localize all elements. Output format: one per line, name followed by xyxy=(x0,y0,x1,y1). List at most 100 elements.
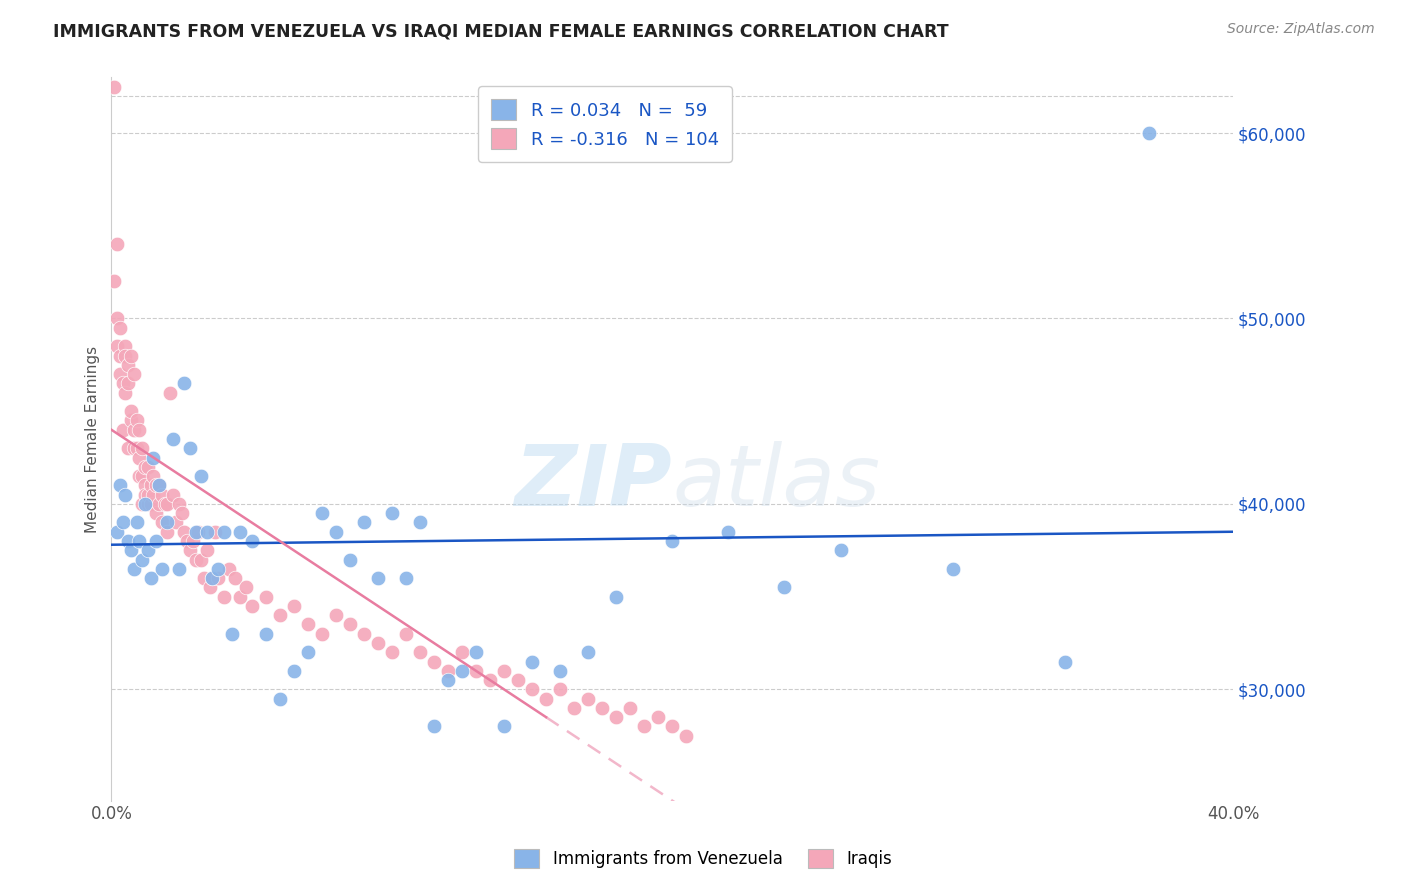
Point xyxy=(150,488,173,502)
Point xyxy=(117,358,139,372)
Point xyxy=(131,442,153,456)
Point xyxy=(201,571,224,585)
Point xyxy=(221,626,243,640)
Point xyxy=(451,664,474,678)
Point xyxy=(339,552,361,566)
Y-axis label: Median Female Earnings: Median Female Earnings xyxy=(86,345,100,533)
Point xyxy=(212,524,235,539)
Point xyxy=(269,608,291,623)
Point xyxy=(381,506,404,520)
Point xyxy=(162,432,184,446)
Point xyxy=(830,543,852,558)
Point xyxy=(117,376,139,391)
Point xyxy=(229,524,252,539)
Point xyxy=(254,590,277,604)
Point xyxy=(297,617,319,632)
Point xyxy=(548,682,571,697)
Point xyxy=(128,534,150,549)
Point xyxy=(173,524,195,539)
Point xyxy=(117,534,139,549)
Point xyxy=(1053,655,1076,669)
Point xyxy=(437,664,460,678)
Point xyxy=(212,590,235,604)
Point xyxy=(122,562,145,576)
Point xyxy=(117,442,139,456)
Point xyxy=(647,710,669,724)
Point xyxy=(235,580,257,594)
Point xyxy=(136,543,159,558)
Point xyxy=(156,524,179,539)
Point xyxy=(195,524,218,539)
Point xyxy=(224,571,246,585)
Point xyxy=(576,691,599,706)
Point xyxy=(103,79,125,94)
Point xyxy=(139,478,162,492)
Point xyxy=(181,534,204,549)
Point xyxy=(207,562,229,576)
Point xyxy=(103,274,125,288)
Point xyxy=(773,580,796,594)
Point xyxy=(179,442,201,456)
Point xyxy=(325,608,347,623)
Point xyxy=(339,617,361,632)
Legend: Immigrants from Venezuela, Iraqis: Immigrants from Venezuela, Iraqis xyxy=(508,842,898,875)
Point xyxy=(619,701,641,715)
Point xyxy=(105,524,128,539)
Point xyxy=(240,534,263,549)
Point xyxy=(105,237,128,252)
Point xyxy=(283,664,305,678)
Point xyxy=(942,562,965,576)
Point xyxy=(409,645,432,659)
Point xyxy=(187,524,209,539)
Point xyxy=(142,488,165,502)
Point xyxy=(120,413,142,427)
Point xyxy=(122,367,145,381)
Point xyxy=(204,524,226,539)
Point xyxy=(128,450,150,465)
Point xyxy=(108,367,131,381)
Point xyxy=(148,478,170,492)
Point xyxy=(159,385,181,400)
Point xyxy=(576,645,599,659)
Point xyxy=(283,599,305,613)
Point xyxy=(353,626,375,640)
Point xyxy=(156,516,179,530)
Point xyxy=(367,636,389,650)
Point xyxy=(190,552,212,566)
Point xyxy=(661,534,683,549)
Point xyxy=(125,413,148,427)
Point xyxy=(184,552,207,566)
Point xyxy=(131,469,153,483)
Point xyxy=(506,673,529,687)
Point xyxy=(150,562,173,576)
Point xyxy=(201,571,224,585)
Point xyxy=(492,664,515,678)
Point xyxy=(605,590,627,604)
Point xyxy=(165,516,187,530)
Point xyxy=(176,534,198,549)
Point xyxy=(479,673,502,687)
Point xyxy=(125,516,148,530)
Point xyxy=(195,543,218,558)
Point xyxy=(111,376,134,391)
Point xyxy=(548,664,571,678)
Point xyxy=(108,478,131,492)
Point xyxy=(136,459,159,474)
Point xyxy=(120,543,142,558)
Point xyxy=(395,571,418,585)
Point xyxy=(465,664,488,678)
Point xyxy=(193,571,215,585)
Point xyxy=(142,469,165,483)
Point xyxy=(122,423,145,437)
Point xyxy=(173,376,195,391)
Point xyxy=(381,645,404,659)
Text: IMMIGRANTS FROM VENEZUELA VS IRAQI MEDIAN FEMALE EARNINGS CORRELATION CHART: IMMIGRANTS FROM VENEZUELA VS IRAQI MEDIA… xyxy=(53,22,949,40)
Text: ZIP: ZIP xyxy=(515,441,672,524)
Point xyxy=(156,497,179,511)
Point xyxy=(114,385,136,400)
Point xyxy=(198,580,221,594)
Point xyxy=(114,339,136,353)
Point xyxy=(207,571,229,585)
Point xyxy=(128,469,150,483)
Point xyxy=(409,516,432,530)
